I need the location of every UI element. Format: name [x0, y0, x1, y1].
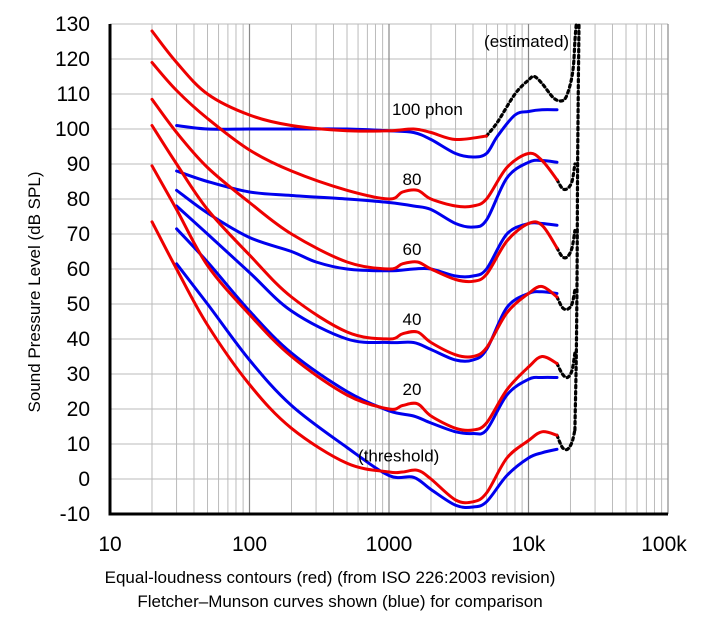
estimated-curve-5 [555, 351, 577, 380]
curve-label: 40 [403, 310, 422, 329]
y-tick-label: 70 [67, 223, 90, 246]
x-tick-label: 100 [232, 533, 267, 556]
fletcher-curve-1 [175, 108, 559, 159]
y-tick-label: 50 [67, 293, 90, 316]
iso-curve-4 [150, 124, 559, 359]
estimated-curve-6 [555, 428, 577, 452]
iso-curve-5 [150, 164, 559, 432]
y-tick-label: 120 [55, 48, 90, 71]
curve-labels: (estimated) 100 phon 80 60 40 20 (threshold) [358, 32, 569, 466]
caption-line-2: Fletcher–Munson curves shown (blue) for … [137, 592, 543, 611]
y-tick-label: 0 [78, 468, 90, 491]
y-tick-label: 60 [67, 258, 90, 281]
fletcher-curve-4 [175, 204, 559, 363]
y-tick-label: -10 [60, 503, 90, 526]
estimated-curve-4 [555, 288, 577, 312]
estimated-curve-3 [555, 228, 577, 260]
y-tick-label: 130 [55, 13, 90, 36]
curves [150, 22, 581, 509]
axes [108, 24, 668, 516]
y-tick-label: 20 [67, 398, 90, 421]
fletcher-curve-5 [175, 227, 559, 436]
estimated-curve-1 [484, 22, 578, 138]
curve-label: 20 [403, 380, 422, 399]
y-tick-label: 30 [67, 363, 90, 386]
fletcher-curve-6 [175, 262, 559, 509]
estimated-curve-7 [573, 22, 581, 432]
curve-label: 80 [403, 170, 422, 189]
y-tick-label: 10 [67, 433, 90, 456]
curve-label: (estimated) [484, 32, 569, 51]
x-tick-label: 100k [641, 533, 687, 556]
fletcher-curve-2 [175, 158, 559, 229]
y-tick-label: 40 [67, 328, 90, 351]
x-tick-label: 10k [512, 533, 546, 556]
equal-loudness-chart: -10 0 10 20 30 40 50 60 70 80 90 100 110 120 130 10 100… [25, 13, 687, 556]
x-tick-label: 10 [98, 533, 121, 556]
y-tick-label: 80 [67, 188, 90, 211]
curve-label: 60 [403, 240, 422, 259]
iso-curve-1 [150, 29, 488, 142]
curve-label: (threshold) [358, 447, 439, 466]
curve-label: 100 phon [392, 100, 463, 119]
x-tick-label: 1000 [366, 533, 413, 556]
fletcher-curve-3 [175, 188, 559, 279]
estimated-curve-2 [555, 162, 577, 192]
y-tick-label: 110 [57, 83, 90, 106]
y-axis-label: Sound Pressure Level (dB SPL) [25, 172, 44, 413]
iso-curve-3 [150, 97, 559, 284]
y-tick-label: 90 [67, 153, 90, 176]
iso-curve-6 [150, 220, 559, 505]
caption-line-1: Equal-loudness contours (red) (from ISO … [104, 568, 556, 587]
y-tick-labels: -10 0 10 20 30 40 50 60 70 80 90 100 110 120 130 [55, 13, 90, 526]
iso-curve-2 [150, 61, 559, 209]
x-tick-labels: 10 100 1000 10k 100k [98, 533, 687, 556]
y-tick-label: 100 [55, 118, 90, 141]
